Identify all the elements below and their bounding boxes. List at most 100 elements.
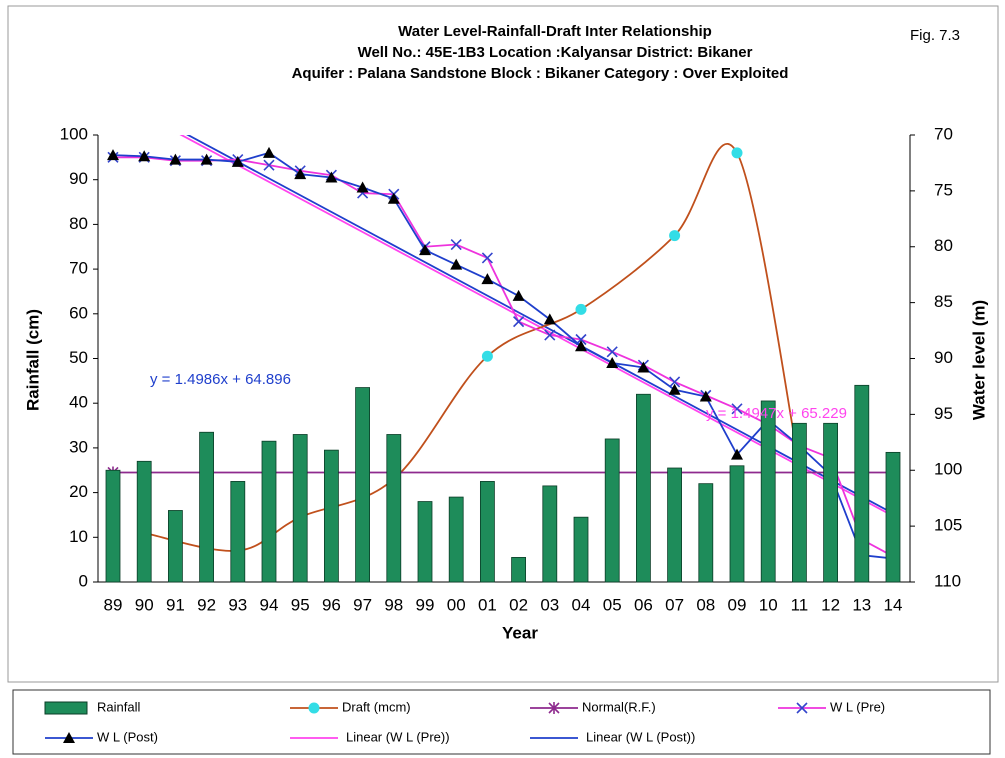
y-tick-label: 40 <box>69 393 88 412</box>
marker <box>387 192 400 204</box>
marker <box>669 376 681 388</box>
x-tick-label: 10 <box>759 595 778 614</box>
x-tick-label: 93 <box>228 595 247 614</box>
y-tick-label: 100 <box>60 124 88 143</box>
bar <box>573 516 589 583</box>
y-tick-label: 0 <box>79 571 88 590</box>
series-line <box>112 151 894 560</box>
x-tick-label: 02 <box>509 595 528 614</box>
bar <box>667 467 682 583</box>
x-tick-label: 96 <box>322 595 341 614</box>
bar <box>386 434 402 583</box>
y2-tick-label: 90 <box>934 348 953 367</box>
legend-label: Rainfall <box>97 699 140 714</box>
chart-subtitle: Well No.: 45E-1B3 Location :Kalyansar Di… <box>358 44 753 61</box>
x-tick-label: 95 <box>291 595 310 614</box>
legend-label: Normal(R.F.) <box>582 699 656 714</box>
x-tick-label: 09 <box>728 595 747 614</box>
legend-label: Linear (W L (Pre)) <box>346 729 450 744</box>
bar <box>885 451 901 583</box>
y2-tick-label: 105 <box>934 516 962 535</box>
x-tick-label: 11 <box>791 595 809 614</box>
marker <box>356 181 369 193</box>
marker <box>450 238 462 251</box>
y-tick-label: 90 <box>69 169 88 188</box>
bar <box>261 440 277 583</box>
x-tick-label: 12 <box>821 595 840 614</box>
x-tick-label: 06 <box>634 595 653 614</box>
x-tick-label: 98 <box>384 595 403 614</box>
y-tick-label: 30 <box>69 437 88 456</box>
marker <box>606 356 619 368</box>
chart-subtitle: Aquifer : Palana Sandstone Block : Bikan… <box>292 65 789 82</box>
marker <box>513 316 525 328</box>
x-tick-label: 92 <box>197 595 216 614</box>
marker <box>575 303 587 315</box>
x-tick-label: 94 <box>260 595 279 614</box>
x-tick-label: 05 <box>603 595 622 614</box>
marker <box>263 159 275 171</box>
legend-label: W L (Post) <box>97 729 158 744</box>
y-tick-label: 70 <box>69 259 88 278</box>
bar <box>105 469 121 583</box>
bar <box>230 481 246 583</box>
legend-label: Draft (mcm) <box>342 699 411 714</box>
y-tick-label: 80 <box>69 214 88 233</box>
legend-label: W L (Pre) <box>830 699 885 714</box>
marker <box>548 702 560 714</box>
marker <box>294 168 307 180</box>
bar <box>136 460 152 583</box>
y2-tick-label: 70 <box>934 124 953 143</box>
x-tick-label: 99 <box>416 595 435 614</box>
marker <box>450 258 463 270</box>
bar <box>729 465 745 583</box>
x-tick-label: 97 <box>353 595 372 614</box>
marker <box>544 329 556 341</box>
bar <box>604 438 620 583</box>
marker <box>138 150 151 162</box>
y-tick-label: 10 <box>69 527 88 546</box>
x-tick-label: 91 <box>166 595 185 614</box>
marker <box>606 346 618 358</box>
y2-tick-label: 80 <box>934 236 953 255</box>
bar <box>199 431 215 583</box>
y2-tick-label: 100 <box>934 460 962 479</box>
x-tick-label: 01 <box>478 595 497 614</box>
marker <box>796 702 808 714</box>
y2-tick-label: 75 <box>934 180 953 199</box>
bar <box>698 483 714 583</box>
x-tick-label: 89 <box>104 595 123 614</box>
bar <box>355 387 371 583</box>
bar <box>636 393 651 583</box>
bar <box>854 384 870 583</box>
legend-label: Linear (W L (Post)) <box>586 729 695 744</box>
y-tick-label: 60 <box>69 303 88 322</box>
x-tick-label: 90 <box>135 595 154 614</box>
bar <box>479 481 495 583</box>
bar <box>823 422 838 583</box>
marker <box>63 732 75 743</box>
marker <box>308 702 320 714</box>
x-tick-label: 08 <box>696 595 715 614</box>
marker <box>637 361 650 373</box>
x-tick-label: 14 <box>884 595 903 614</box>
y2-tick-label: 85 <box>934 292 953 311</box>
marker <box>325 171 338 183</box>
marker <box>200 153 213 165</box>
y-tick-label: 50 <box>69 348 88 367</box>
bar <box>760 400 776 583</box>
bar <box>542 485 558 583</box>
marker <box>231 155 244 167</box>
marker <box>669 230 681 242</box>
chart-title: Water Level-Rainfall-Draft Inter Relatio… <box>398 23 712 40</box>
bar <box>511 557 527 583</box>
marker <box>169 153 182 165</box>
chart-frame <box>7 5 999 683</box>
y2-tick-label: 110 <box>934 571 961 590</box>
bar <box>417 501 433 583</box>
legend-box <box>12 689 991 755</box>
y-axis-label: Rainfall (cm) <box>23 309 42 411</box>
y2-axis-label: Water level (m) <box>969 300 988 420</box>
marker <box>481 252 493 264</box>
